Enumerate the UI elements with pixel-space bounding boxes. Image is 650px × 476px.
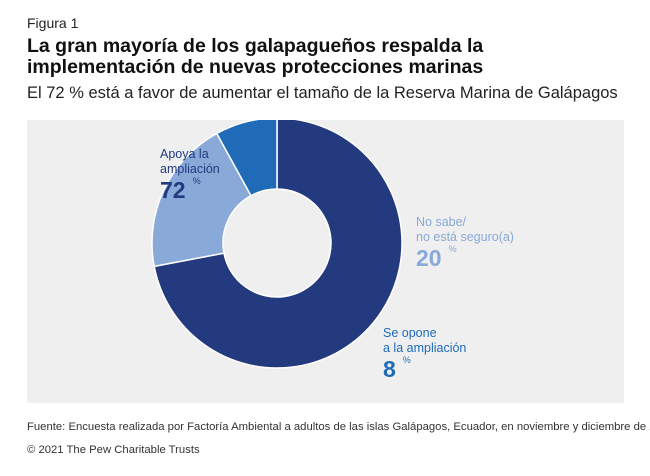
slice-value-1: 20 [416,245,442,271]
chart-subtitle: El 72 % está a favor de aumentar el tama… [27,84,618,102]
slice-label-line1-0: Apoya la [160,147,209,161]
slice-unit-1: % [449,244,457,254]
slice-value-2: 8 [383,356,396,382]
slice-label-line2-1: no está seguro(a) [416,230,514,244]
donut-slice-2 [215,120,278,197]
source-note: Fuente: Encuesta realizada por Factoría … [27,421,650,433]
figure-label: Figura 1 [27,15,79,31]
donut-slice-1 [151,132,253,268]
slice-value-0: 72 [160,177,186,203]
slice-label-line1-2: Se opone [383,326,437,340]
slice-label-line2-2: a la ampliación [383,341,466,355]
copyright: © 2021 The Pew Charitable Trusts [27,444,200,456]
chart-title: La gran mayoría de los galapagueños resp… [27,35,484,78]
donut-slice-0 [153,120,403,369]
slice-label-line2-0: ampliación [160,162,220,176]
slice-unit-0: % [193,176,201,186]
slice-unit-2: % [403,355,411,365]
slice-label-line1-1: No sabe/ [416,215,467,229]
